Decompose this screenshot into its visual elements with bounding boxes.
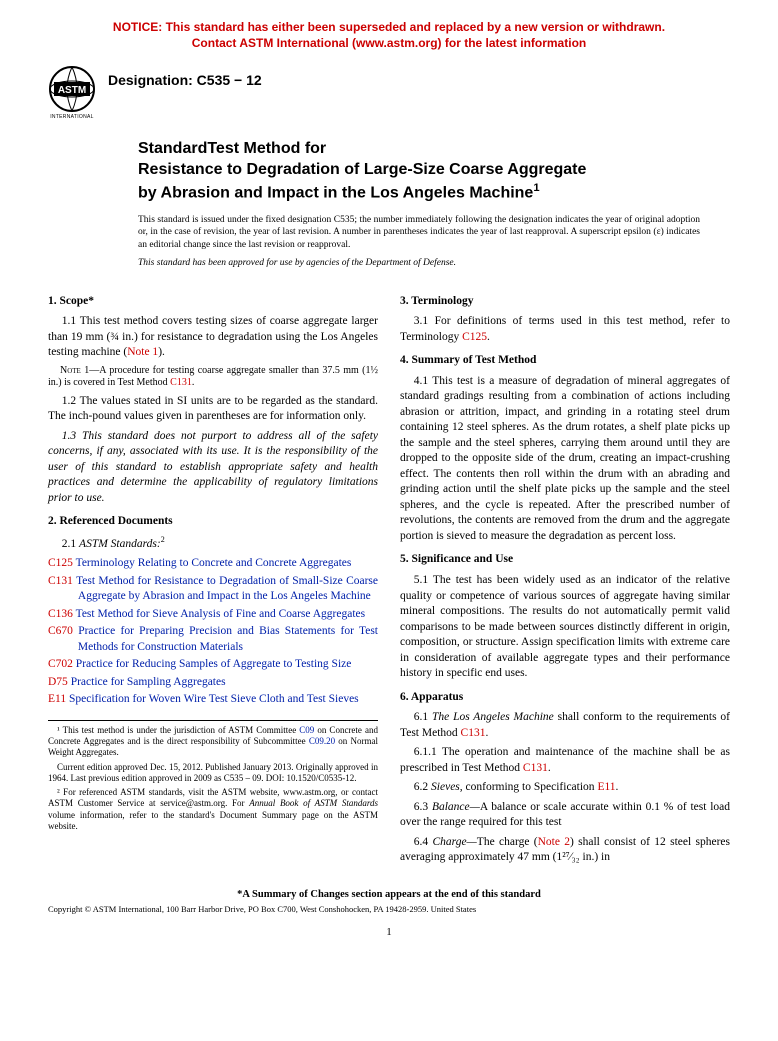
summary-of-changes-note: *A Summary of Changes section appears at… [48,888,730,902]
footnotes: ¹ This test method is under the jurisdic… [48,720,378,832]
designation: Designation: C535 − 12 [108,65,262,90]
astm-logo-svg: ASTM [48,65,96,113]
reference-item: E11 Specification for Woven Wire Test Si… [48,692,378,708]
scope-1-3: 1.3 This standard does not purport to ad… [48,429,378,507]
reference-code-link[interactable]: C670 [48,625,73,637]
scope-1-2: 1.2 The values stated in SI units are to… [48,394,378,425]
reference-code-link[interactable]: E11 [48,693,66,705]
reference-code-link[interactable]: C136 [48,608,73,620]
c125-link[interactable]: C125 [462,331,487,343]
summary-4-1: 4.1 This test is a measure of degradatio… [400,374,730,545]
reference-code-link[interactable]: D75 [48,676,68,688]
page: NOTICE: This standard has either been su… [0,0,778,960]
refdoc-2-1: 2.1 ASTM Standards:2 [48,535,378,552]
title-line-1: StandardTest Method for [138,140,326,157]
dod-approval: This standard has been approved for use … [138,257,700,270]
scope-heading: 1. Scope* [48,294,378,310]
app-6-2: 6.2 Sieves, conforming to Specification … [400,780,730,796]
logo-label: INTERNATIONAL [48,114,96,121]
e11-link[interactable]: E11 [597,781,615,793]
notice-line-1: NOTICE: This standard has either been su… [113,20,665,34]
title-footnote-1: 1 [533,182,539,194]
title-line-3: by Abrasion and Impact in the Los Angele… [138,184,533,201]
reference-code-link[interactable]: C131 [48,575,73,587]
reference-item: C670 Practice for Preparing Precision an… [48,624,378,655]
footnote-2: ² For referenced ASTM standards, visit t… [48,787,378,832]
app-6-4: 6.4 Charge—The charge (Note 2) shall con… [400,835,730,866]
svg-text:ASTM: ASTM [58,85,86,96]
title-line-2: Resistance to Degradation of Large-Size … [138,161,586,178]
note-1: Note 1—A procedure for testing coarse ag… [48,365,378,390]
c09-20-link[interactable]: C09.20 [309,736,335,746]
reference-list: C125 Terminology Relating to Concrete an… [48,556,378,708]
reference-item: C131 Test Method for Resistance to Degra… [48,574,378,605]
page-number: 1 [48,925,730,940]
note-2-link[interactable]: Note 2 [538,836,570,848]
apparatus-heading: 6. Apparatus [400,690,730,706]
two-column-body: 1. Scope* 1.1 This test method covers te… [48,286,730,870]
c09-link[interactable]: C09 [299,725,314,735]
right-column: 3. Terminology 3.1 For definitions of te… [400,286,730,870]
app-6-1-1: 6.1.1 The operation and maintenance of t… [400,745,730,776]
left-column: 1. Scope* 1.1 This test method covers te… [48,286,378,870]
document-header: ASTM INTERNATIONAL Designation: C535 − 1… [48,65,730,121]
app-6-1: 6.1 The Los Angeles Machine shall confor… [400,710,730,741]
c131-link-2[interactable]: C131 [461,727,486,739]
document-title: StandardTest Method for Resistance to De… [138,139,710,204]
term-3-1: 3.1 For definitions of terms used in thi… [400,314,730,345]
reference-title-link[interactable]: Practice for Preparing Precision and Bia… [78,625,378,653]
reference-code-link[interactable]: C125 [48,557,73,569]
astm-logo: ASTM INTERNATIONAL [48,65,96,121]
reference-item: C125 Terminology Relating to Concrete an… [48,556,378,572]
reference-title-link[interactable]: Practice for Sampling Aggregates [71,676,226,688]
app-6-3: 6.3 Balance—A balance or scale accurate … [400,800,730,831]
reference-item: C702 Practice for Reducing Samples of Ag… [48,657,378,673]
scope-1-1: 1.1 This test method covers testing size… [48,314,378,361]
reference-title-link[interactable]: Test Method for Sieve Analysis of Fine a… [76,608,366,620]
footnote-1b: Current edition approved Dec. 15, 2012. … [48,762,378,785]
note-1-link[interactable]: Note 1 [127,346,158,358]
reference-item: C136 Test Method for Sieve Analysis of F… [48,607,378,623]
reference-code-link[interactable]: C702 [48,658,73,670]
summary-heading: 4. Summary of Test Method [400,353,730,369]
terminology-heading: 3. Terminology [400,294,730,310]
refdoc-heading: 2. Referenced Documents [48,514,378,530]
copyright-line: Copyright © ASTM International, 100 Barr… [48,904,730,915]
notice-line-2: Contact ASTM International (www.astm.org… [192,36,586,50]
footnote-1a: ¹ This test method is under the jurisdic… [48,725,378,759]
reference-title-link[interactable]: Practice for Reducing Samples of Aggrega… [76,658,352,670]
significance-heading: 5. Significance and Use [400,552,730,568]
sig-5-1: 5.1 The test has been widely used as an … [400,573,730,682]
reference-item: D75 Practice for Sampling Aggregates [48,675,378,691]
c131-link-3[interactable]: C131 [523,762,548,774]
reference-title-link[interactable]: Specification for Woven Wire Test Sieve … [69,693,359,705]
issuance-note: This standard is issued under the fixed … [138,214,700,251]
reference-title-link[interactable]: Terminology Relating to Concrete and Con… [76,557,352,569]
supersession-notice: NOTICE: This standard has either been su… [48,20,730,51]
reference-title-link[interactable]: Test Method for Resistance to Degradatio… [76,575,378,603]
c131-link[interactable]: C131 [170,377,192,388]
